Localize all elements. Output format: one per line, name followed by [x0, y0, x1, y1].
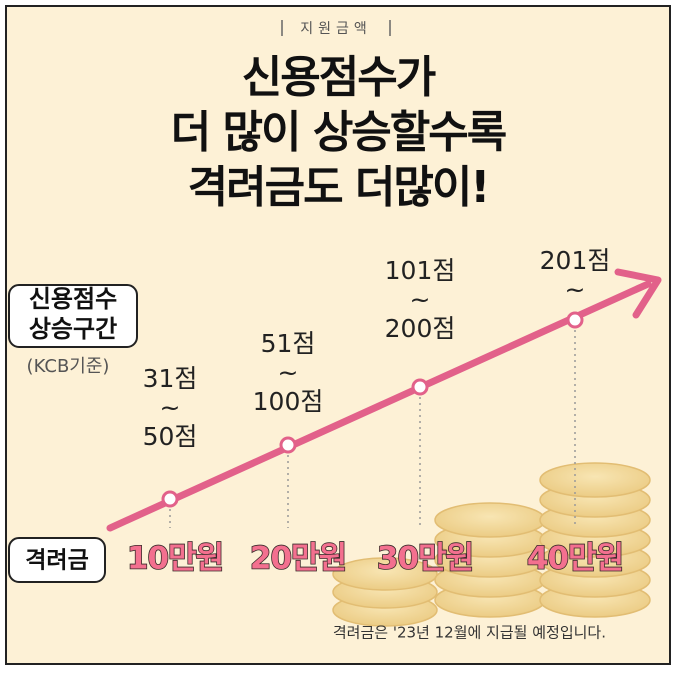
score-label: 상승구간: [29, 315, 117, 343]
reward-amount: 10만원: [127, 541, 223, 577]
arrow-head: [614, 268, 662, 319]
title-line: 신용점수가: [242, 52, 436, 103]
score-range: 100점: [253, 387, 324, 416]
score-range: 201점: [540, 246, 611, 275]
tier-point: [566, 311, 584, 329]
tag: 지원금액: [300, 21, 372, 37]
score-range: 51점: [261, 329, 316, 358]
coin-stacks: [332, 462, 651, 627]
tier-point: [161, 490, 179, 508]
score-range: ~: [565, 275, 586, 304]
tier-point: [411, 378, 429, 396]
footnote: 격려금은 '23년 12월에 지급될 예정입니다.: [333, 624, 606, 642]
reward-label-box: [8, 537, 106, 583]
score-range: ~: [160, 393, 181, 422]
score-range: 31점: [143, 364, 198, 393]
title-line: 더 많이 상승할수록: [171, 107, 506, 158]
score-range: 101점: [385, 256, 456, 285]
trend-arrow: [106, 280, 652, 532]
score-range: ~: [278, 358, 299, 387]
score-label: 신용점수: [29, 285, 117, 313]
title-line: 격려금도 더많이!: [188, 162, 489, 213]
score-range: 200점: [385, 314, 456, 343]
score-range: ~: [410, 285, 431, 314]
score-note: (KCB기준): [27, 356, 110, 377]
score-label-box: [8, 284, 138, 348]
reward-amount: 30만원: [377, 541, 473, 577]
reward-amount: 40만원: [527, 541, 623, 577]
reward-label: 격려금: [25, 548, 88, 574]
tier-point: [279, 436, 297, 454]
score-range: 50점: [143, 422, 198, 451]
reward-amount: 20만원: [250, 541, 346, 577]
